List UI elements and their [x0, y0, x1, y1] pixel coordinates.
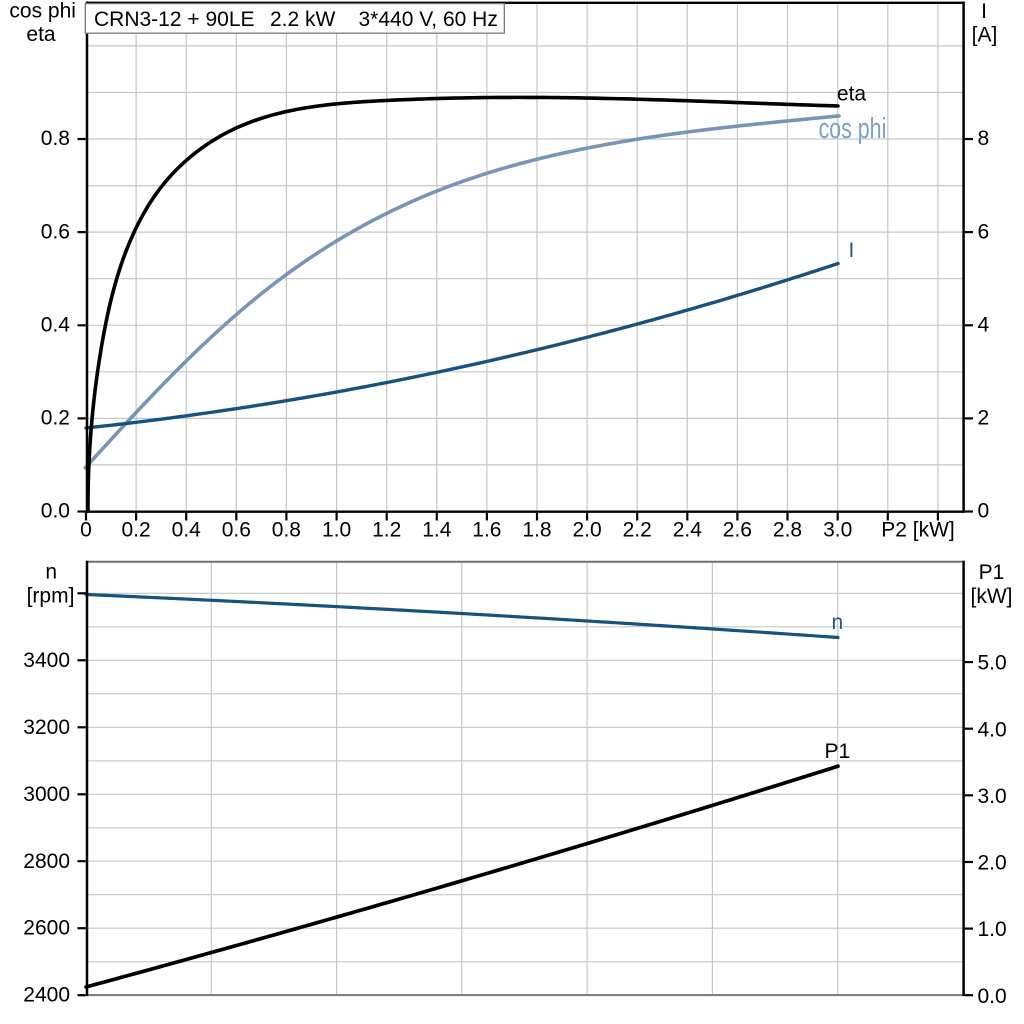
svg-text:1.4: 1.4 [422, 518, 452, 541]
svg-text:2600: 2600 [23, 917, 70, 940]
svg-text:2.8: 2.8 [773, 518, 802, 541]
svg-text:3200: 3200 [23, 716, 70, 739]
svg-text:4: 4 [978, 313, 990, 336]
svg-text:P2 [kW]: P2 [kW] [881, 518, 955, 541]
svg-text:1.2: 1.2 [372, 518, 401, 541]
svg-text:P1: P1 [979, 561, 1005, 584]
svg-text:[kW]: [kW] [971, 585, 1013, 608]
svg-text:3.0: 3.0 [823, 518, 852, 541]
svg-text:2.0: 2.0 [978, 852, 1007, 875]
svg-text:cos phi: cos phi [9, 0, 76, 23]
svg-text:2.4: 2.4 [673, 518, 703, 541]
svg-text:6: 6 [978, 220, 990, 243]
svg-text:n: n [45, 561, 57, 584]
svg-text:2.2 kW: 2.2 kW [270, 8, 336, 31]
svg-text:4.0: 4.0 [978, 718, 1007, 741]
svg-text:2800: 2800 [23, 850, 70, 873]
svg-text:0: 0 [80, 518, 92, 541]
svg-text:3.0: 3.0 [978, 785, 1007, 808]
svg-text:cos phi: cos phi [819, 113, 887, 145]
svg-text:CRN3-12 + 90LE: CRN3-12 + 90LE [94, 8, 255, 31]
svg-text:0.0: 0.0 [978, 985, 1007, 1008]
svg-text:P1: P1 [825, 740, 851, 763]
svg-text:2.6: 2.6 [723, 518, 752, 541]
svg-text:1.6: 1.6 [472, 518, 501, 541]
svg-text:1.0: 1.0 [978, 918, 1007, 941]
svg-text:[A]: [A] [972, 23, 998, 46]
svg-text:0.4: 0.4 [41, 313, 71, 336]
svg-text:2.2: 2.2 [623, 518, 652, 541]
svg-text:8: 8 [978, 127, 990, 150]
svg-text:n: n [832, 611, 844, 634]
svg-text:I: I [981, 0, 987, 23]
svg-text:I: I [849, 239, 855, 262]
svg-text:eta: eta [837, 83, 867, 106]
svg-text:0.2: 0.2 [41, 407, 70, 430]
svg-text:1.0: 1.0 [322, 518, 351, 541]
svg-text:3000: 3000 [23, 783, 70, 806]
svg-text:0.6: 0.6 [41, 220, 70, 243]
svg-text:0.8: 0.8 [272, 518, 301, 541]
svg-text:2: 2 [978, 407, 990, 430]
svg-text:0.8: 0.8 [41, 127, 70, 150]
svg-text:0.0: 0.0 [41, 500, 70, 523]
svg-text:2400: 2400 [23, 984, 70, 1007]
svg-text:eta: eta [26, 23, 56, 46]
svg-text:1.8: 1.8 [522, 518, 551, 541]
svg-text:0: 0 [978, 500, 990, 523]
svg-text:[rpm]: [rpm] [27, 585, 75, 608]
svg-text:3400: 3400 [23, 649, 70, 672]
svg-text:0.2: 0.2 [121, 518, 150, 541]
svg-text:0.4: 0.4 [172, 518, 202, 541]
svg-text:3*440 V, 60 Hz: 3*440 V, 60 Hz [359, 8, 498, 31]
svg-text:0.6: 0.6 [222, 518, 251, 541]
svg-text:5.0: 5.0 [978, 652, 1007, 675]
svg-text:2.0: 2.0 [572, 518, 601, 541]
